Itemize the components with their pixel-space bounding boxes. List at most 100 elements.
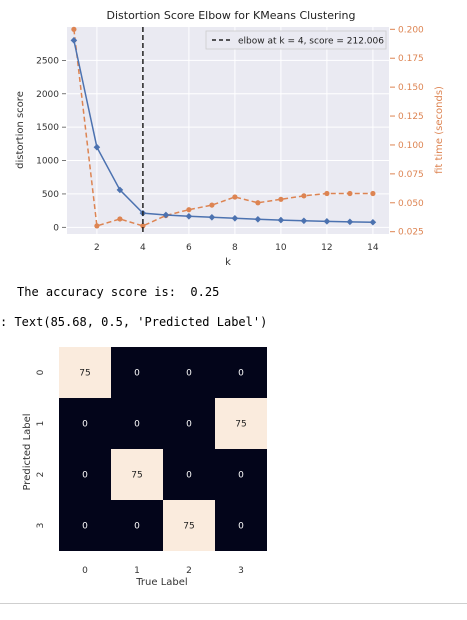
- heatmap-x-label: True Label: [135, 577, 187, 588]
- heatmap-cell: [111, 398, 163, 449]
- elbow-chart: Distortion Score Elbow for KMeans Cluste…: [15, 9, 445, 268]
- heatmap-cell: [111, 449, 163, 500]
- fit-time-line: [73, 29, 373, 227]
- heatmap-cell: [215, 500, 267, 551]
- elbow-chart-title: Distortion Score Elbow for KMeans Cluste…: [107, 9, 356, 22]
- left-tick-label: 1500: [36, 123, 59, 133]
- heatmap-x-tick: 1: [134, 566, 140, 576]
- x-tick-label: 2: [94, 243, 100, 253]
- distortion-point: [185, 213, 193, 220]
- heatmap-cell-label: 0: [238, 369, 244, 379]
- fit-time-point: [71, 26, 77, 32]
- heatmap-cell-label: 0: [82, 420, 88, 430]
- distortion-point: [231, 215, 239, 222]
- right-tick-label: 0.050: [398, 199, 424, 209]
- right-tick-label: 0.175: [398, 54, 424, 64]
- right-tick-label: 0.200: [398, 25, 424, 35]
- heatmap-cell: [163, 449, 215, 500]
- heatmap-ticks: 0 1 2 3 0 1 2 3: [36, 369, 244, 576]
- fit-time-point: [324, 190, 330, 197]
- distortion-point: [93, 143, 101, 151]
- left-tick-label: 0: [53, 223, 59, 233]
- distortion-point: [346, 218, 354, 226]
- legend-label: elbow at k = 4, score = 212.006: [238, 37, 384, 47]
- right-tick-label: 0.125: [398, 112, 424, 122]
- heatmap-y-tick: 1: [36, 421, 46, 427]
- right-tick-label: 0.075: [398, 170, 424, 180]
- heatmap-cell: [163, 500, 215, 551]
- heatmap-cell-label: 75: [79, 369, 90, 379]
- x-tick-label: 4: [140, 243, 146, 253]
- left-tick-label: 500: [42, 190, 59, 200]
- distortion-point: [208, 214, 216, 221]
- distortion-point: [162, 211, 170, 219]
- fit-time-point: [278, 196, 284, 202]
- x-tick-label: 6: [186, 243, 192, 253]
- accuracy-output: The accuracy score is: 0.25: [17, 285, 220, 299]
- fit-time-point: [117, 216, 123, 222]
- heatmap-cell: [215, 398, 267, 449]
- distortion-point: [369, 218, 377, 226]
- heatmap-cell: [111, 347, 163, 398]
- text-repr-output: : Text(85.68, 0.5, 'Predicted Label'): [0, 315, 268, 329]
- heatmap-cell-label: 0: [134, 522, 140, 532]
- grid-lines: [67, 27, 389, 234]
- fit-time-point: [186, 207, 192, 213]
- distortion-point: [323, 218, 331, 225]
- x-tick-label: 8: [232, 243, 238, 253]
- fit-time-point: [370, 190, 376, 197]
- distortion-point: [70, 37, 78, 44]
- series: [70, 26, 377, 234]
- fit-time-point: [232, 194, 238, 200]
- heatmap-cell-label: 0: [134, 369, 140, 379]
- heatmap-cell-label: 75: [183, 522, 194, 532]
- left-axis-label: distortion score: [15, 91, 26, 169]
- heatmap-x-tick: 2: [186, 566, 192, 576]
- fit-time-point: [94, 223, 100, 229]
- distortion-point: [116, 186, 124, 194]
- heatmap-x-tick: 3: [238, 566, 244, 576]
- heatmap-cells: 75 0 0 0 0 0 0 75 0 75 0 0 0 0 75 0: [59, 347, 267, 551]
- heatmap-cell: [163, 398, 215, 449]
- x-tick-label: 12: [321, 243, 332, 253]
- distortion-point: [254, 216, 262, 223]
- heatmap-cell-label: 0: [186, 471, 192, 481]
- heatmap-y-tick: 0: [36, 369, 46, 375]
- heatmap-cell-label: 0: [82, 471, 88, 481]
- heatmap-cell-label: 75: [235, 420, 246, 430]
- heatmap-cell: [163, 347, 215, 398]
- heatmap-cell-label: 0: [82, 522, 88, 532]
- heatmap-cell: [59, 500, 111, 551]
- left-tick-label: 1000: [36, 157, 59, 167]
- heatmap-cell-label: 0: [134, 420, 140, 430]
- plot-area: [67, 27, 389, 234]
- heatmap-cell: [111, 500, 163, 551]
- distortion-point: [277, 216, 285, 224]
- left-tick-label: 2500: [36, 56, 59, 66]
- legend-box: [205, 30, 387, 50]
- heatmap-cell: [215, 449, 267, 500]
- heatmap-cell-label: 0: [186, 420, 192, 430]
- heatmap-cell: [59, 449, 111, 500]
- fit-time-point: [347, 190, 353, 197]
- heatmap-cell: [59, 398, 111, 449]
- heatmap-y-tick: 3: [36, 523, 46, 529]
- right-axis-label: fit time (seconds): [434, 86, 445, 174]
- legend: elbow at k = 4, score = 212.006: [205, 30, 387, 50]
- x-tick-label: 10: [275, 243, 287, 253]
- right-tick-label: 0.100: [398, 141, 424, 151]
- x-tick-label: 14: [367, 243, 379, 253]
- heatmap-y-tick: 2: [36, 472, 46, 478]
- fit-time-point: [255, 200, 261, 206]
- right-tick-label: 0.025: [398, 228, 424, 238]
- heatmap-y-label: Predicted Label: [22, 413, 33, 490]
- heatmap-cell-label: 75: [131, 471, 142, 481]
- fit-time-point: [301, 193, 307, 199]
- heatmap-cell: [215, 347, 267, 398]
- axes: 2 4 6 8 10 12 14 0 500 1000 1500 2000 2500 0.025 0.050…: [36, 25, 424, 253]
- left-tick-label: 2000: [36, 90, 59, 100]
- distortion-line: [73, 40, 373, 223]
- fit-time-point: [140, 223, 146, 229]
- heatmap-cell: [59, 347, 111, 398]
- heatmap-x-tick: 0: [82, 566, 88, 576]
